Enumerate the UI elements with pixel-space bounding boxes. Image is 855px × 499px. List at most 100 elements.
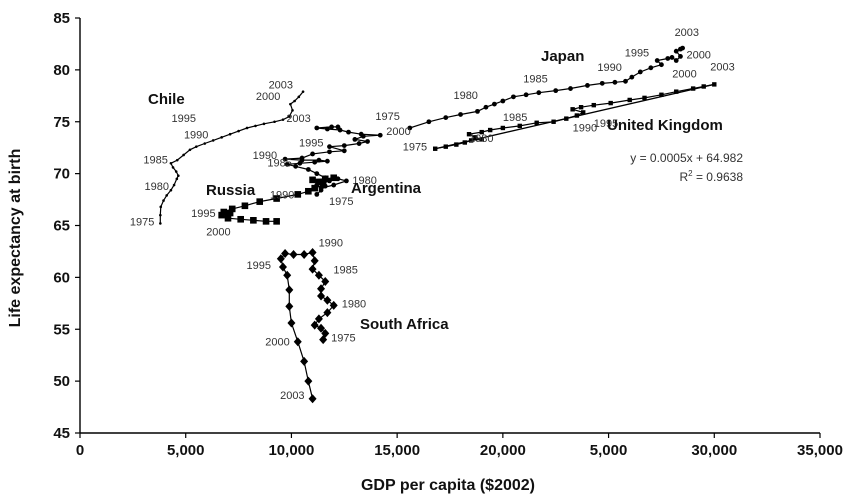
data-point [162, 199, 165, 202]
y-tick-label: 50 [53, 373, 70, 390]
data-point [291, 109, 294, 112]
year-label: 2000 [265, 337, 289, 349]
data-point [220, 136, 223, 139]
data-point [285, 301, 294, 311]
year-label: 1985 [143, 154, 167, 166]
data-point [282, 156, 288, 162]
data-point [443, 144, 448, 149]
data-point [273, 218, 280, 225]
r-squared: R2 = 0.9638 [679, 169, 743, 184]
data-point [479, 137, 484, 142]
label-group: 1975198019851990199520002003Chile1975198… [130, 27, 735, 402]
data-point [623, 78, 628, 84]
y-tick-label: 80 [53, 62, 70, 79]
x-tick-label: 5,000 [167, 442, 205, 459]
data-point [293, 163, 299, 169]
data-point [654, 58, 660, 63]
data-point [228, 132, 232, 136]
data-point [608, 100, 613, 106]
data-point [175, 177, 179, 181]
year-label: 1985 [523, 74, 547, 86]
data-point [285, 285, 294, 295]
axes: 0 5,000 10,000 15,000 20,000 5,000 30,000 35,00… [53, 10, 843, 459]
data-point [356, 141, 362, 146]
x-tick-label: 5,000 [590, 442, 628, 459]
data-point [262, 122, 266, 126]
data-point [680, 45, 685, 51]
series-russia [218, 174, 338, 225]
x-axis-title: GDP per capita ($2002) [361, 477, 535, 494]
data-point [284, 161, 290, 167]
data-point [305, 187, 312, 195]
year-label: 2000 [206, 226, 230, 238]
data-point [344, 178, 349, 184]
year-label: 1990 [597, 62, 621, 74]
data-point [466, 132, 472, 137]
data-point [314, 125, 320, 131]
data-point [299, 155, 305, 161]
data-point [237, 129, 240, 133]
x-tick-label: 20,000 [480, 442, 526, 459]
series-chile [159, 90, 305, 225]
data-point [289, 250, 298, 260]
x-tick-label: 15,000 [374, 442, 420, 459]
data-point [329, 124, 334, 130]
data-point [585, 83, 590, 88]
data-point [523, 92, 529, 98]
data-point [553, 88, 559, 94]
data-point [335, 124, 341, 130]
data-point [305, 167, 311, 172]
year-label: 1990 [253, 150, 277, 162]
data-point [324, 126, 330, 132]
x-tick-label: 30,000 [691, 442, 737, 459]
data-point [599, 80, 605, 86]
data-point [323, 295, 332, 305]
year-label: 1990 [184, 130, 208, 142]
data-point [454, 142, 459, 147]
data-point [171, 166, 175, 169]
data-point [172, 183, 176, 187]
data-point [317, 323, 326, 333]
data-point [673, 58, 679, 63]
y-tick-label: 45 [53, 425, 70, 442]
year-label: 1975 [130, 216, 154, 228]
data-point [321, 277, 330, 287]
data-point [211, 139, 215, 142]
data-point [443, 115, 449, 120]
data-point [159, 222, 162, 225]
data-point [300, 250, 309, 260]
data-point [294, 191, 302, 198]
data-point [581, 110, 586, 115]
year-label: 1995 [246, 260, 270, 272]
data-point [570, 107, 575, 112]
data-point [283, 270, 292, 280]
data-point [159, 213, 162, 217]
data-point [500, 125, 506, 131]
data-point [627, 97, 632, 103]
data-point [314, 314, 323, 324]
data-point [578, 105, 584, 110]
data-point [642, 95, 647, 101]
data-point [228, 205, 236, 213]
data-point [500, 98, 506, 104]
data-point [273, 195, 280, 202]
data-point [308, 264, 317, 274]
data-point [262, 218, 270, 225]
country-label: Japan [541, 48, 584, 65]
data-point [324, 158, 330, 164]
data-point [517, 123, 522, 129]
data-point [319, 335, 328, 345]
year-label: 1990 [270, 189, 294, 201]
year-label: 2003 [280, 390, 304, 402]
data-point [256, 198, 264, 205]
data-point [237, 215, 244, 223]
data-point [329, 300, 338, 310]
data-point [293, 99, 296, 103]
year-label: 1990 [573, 122, 597, 134]
data-point [224, 214, 232, 222]
data-point [407, 125, 413, 131]
data-point [659, 62, 664, 68]
year-label: 1995 [299, 138, 323, 150]
data-point [226, 209, 234, 217]
